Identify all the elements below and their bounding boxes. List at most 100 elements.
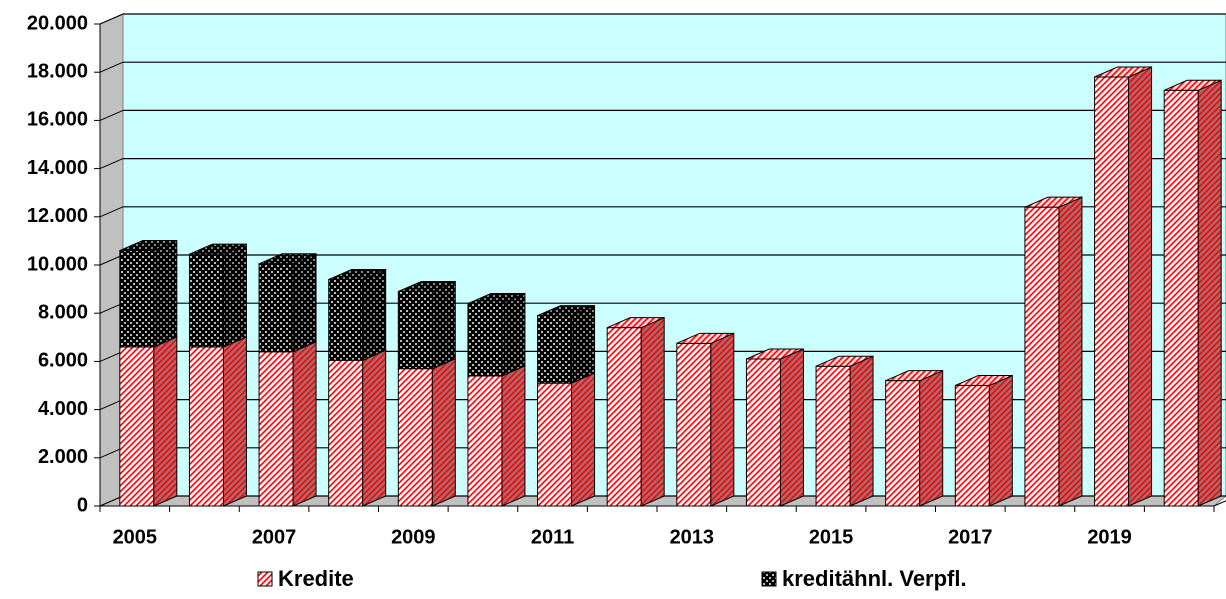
bar xyxy=(885,369,944,507)
bar-top xyxy=(467,293,526,305)
grid-line xyxy=(99,158,124,170)
bar xyxy=(467,292,526,377)
bar-front xyxy=(188,253,224,348)
y-tick-label: 14.000 xyxy=(27,157,88,179)
bar xyxy=(745,348,804,507)
bar xyxy=(119,239,178,348)
bar-front xyxy=(467,375,503,507)
y-tick-label: 20.000 xyxy=(27,12,88,34)
bar-front xyxy=(397,291,433,370)
legend-swatch xyxy=(761,571,777,587)
grid-line xyxy=(99,350,124,362)
bar-side xyxy=(153,336,178,507)
bar-side xyxy=(153,239,178,348)
bar-front xyxy=(258,351,294,507)
bar-top xyxy=(815,355,874,367)
bar xyxy=(954,374,1013,507)
bar-top xyxy=(119,240,178,252)
bar-top xyxy=(398,281,456,293)
bar-side xyxy=(431,280,456,370)
bar-top xyxy=(606,317,665,329)
legend-label: kreditähnl. Verpfl. xyxy=(782,566,967,591)
legend-label: Kredite xyxy=(278,566,354,591)
grid-line xyxy=(99,447,124,459)
y-tick-label: 16.000 xyxy=(27,109,88,131)
x-tick-label: 2013 xyxy=(670,526,715,548)
bar-side xyxy=(988,374,1013,507)
legend-swatch xyxy=(257,571,273,587)
y-tick-label: 12.000 xyxy=(27,205,88,227)
x-tick-label: 2005 xyxy=(113,526,158,548)
bar-front xyxy=(606,327,642,507)
bar-side xyxy=(849,355,874,507)
grid-line xyxy=(99,254,124,266)
bar-front xyxy=(328,278,364,361)
bar xyxy=(188,243,247,348)
x-tick-label: 2017 xyxy=(948,526,993,548)
bar-top xyxy=(328,268,386,280)
bar-front xyxy=(328,359,364,507)
bar xyxy=(397,357,456,507)
bar-front xyxy=(537,315,573,384)
bar xyxy=(676,332,735,507)
y-tick-label: 10.000 xyxy=(27,253,88,275)
bar xyxy=(1024,196,1083,507)
bar-front xyxy=(1163,89,1199,507)
x-tick-label: 2011 xyxy=(531,526,574,548)
bar-top xyxy=(537,305,595,317)
grid-line xyxy=(99,13,124,25)
bar-side xyxy=(501,292,526,377)
bar-top xyxy=(676,332,735,344)
bar xyxy=(258,253,317,353)
y-tick-label: 4.000 xyxy=(38,398,88,420)
bar-front xyxy=(119,250,155,348)
bar-top xyxy=(258,253,317,265)
bar-top xyxy=(746,348,804,360)
x-tick-label: 2007 xyxy=(252,526,297,548)
bar-side xyxy=(222,243,247,348)
bar-top xyxy=(955,375,1013,386)
bar-side xyxy=(640,316,665,507)
bar-front xyxy=(1024,206,1060,507)
bar xyxy=(397,280,456,370)
bar xyxy=(467,365,526,507)
grid-line xyxy=(99,495,124,507)
bar-side xyxy=(501,365,526,507)
bar-front xyxy=(745,358,781,507)
bar xyxy=(328,268,387,361)
bar-side xyxy=(431,357,456,507)
bar xyxy=(258,340,317,507)
bar-side xyxy=(362,268,387,361)
y-tick-label: 2.000 xyxy=(38,446,88,468)
bar-front xyxy=(537,382,573,507)
bar-side xyxy=(1197,79,1222,507)
y-tick-label: 6.000 xyxy=(38,350,88,372)
y-tick-label: 18.000 xyxy=(27,60,88,82)
bar-front xyxy=(815,365,851,507)
bar xyxy=(606,316,665,507)
grid-line xyxy=(99,109,124,121)
bar-top xyxy=(189,243,247,255)
bar-side xyxy=(292,253,317,353)
grid-line xyxy=(99,399,124,411)
bar-front xyxy=(676,342,712,507)
bar xyxy=(328,349,387,507)
bar-side xyxy=(292,340,317,507)
bar xyxy=(537,304,596,384)
bar-side xyxy=(571,372,596,507)
x-tick-label: 2015 xyxy=(809,526,854,548)
y-tick-label: 8.000 xyxy=(38,301,88,323)
bar xyxy=(537,372,596,507)
grid-line xyxy=(99,61,124,73)
bar xyxy=(1163,79,1222,507)
bar-side xyxy=(222,336,247,507)
bar-front xyxy=(258,263,294,353)
bar-top xyxy=(1094,66,1152,78)
bar-side xyxy=(362,349,387,507)
bar-top xyxy=(885,370,943,382)
grid-line xyxy=(99,302,124,314)
x-tick-label: 2019 xyxy=(1087,526,1132,548)
bar-side xyxy=(779,348,804,507)
bar-top xyxy=(1163,79,1222,91)
